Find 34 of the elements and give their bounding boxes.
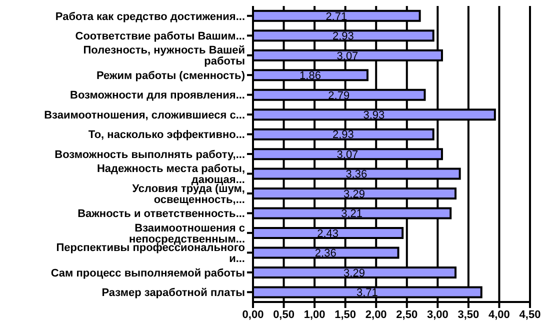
data-label: 2,71 bbox=[326, 10, 348, 23]
data-label: 2,93 bbox=[332, 129, 354, 142]
y-tick-label: Соответствие работы Вашим... bbox=[75, 30, 245, 43]
x-tick-label: 4,00 bbox=[488, 308, 510, 321]
data-label: 3,07 bbox=[336, 50, 358, 62]
x-tick-label: 0,00 bbox=[242, 308, 264, 321]
data-label: 3,29 bbox=[344, 267, 365, 280]
y-tick-label: Возможности для проявления... bbox=[70, 90, 245, 102]
data-label: 3,07 bbox=[336, 148, 358, 161]
x-tick-label: 4,50 bbox=[519, 308, 541, 321]
y-tick-label: Важность и ответственность... bbox=[78, 208, 245, 220]
y-tick-label: То, насколько эффективно... bbox=[88, 129, 245, 142]
data-label: 3,36 bbox=[346, 168, 368, 181]
data-label: 2,79 bbox=[328, 90, 350, 102]
y-tick-label: Возможность выполнять работу,... bbox=[54, 148, 245, 161]
y-tick-label: Режим работы (сменность) bbox=[96, 70, 246, 82]
x-tick-label: 0,50 bbox=[273, 308, 294, 321]
y-tick-label: Взаимоотношения, сложившиеся с... bbox=[44, 109, 245, 122]
x-tick-label: 2,50 bbox=[396, 308, 418, 321]
data-label: 3,71 bbox=[356, 287, 378, 300]
x-tick-label: 3,00 bbox=[426, 308, 448, 321]
x-tick-label: 1,00 bbox=[304, 308, 326, 321]
y-tick-label: Размер заработной платы bbox=[102, 287, 245, 300]
data-label: 2,43 bbox=[317, 228, 338, 240]
y-tick-label: Работа как средство достижения... bbox=[55, 10, 245, 23]
y-tick-label: Полезность, нужность Вашей работы bbox=[83, 44, 245, 68]
data-label: 3,29 bbox=[344, 188, 365, 200]
y-tick-label: Сам процесс выполняемой работы bbox=[50, 267, 245, 280]
x-tick-label: 2,00 bbox=[365, 308, 387, 321]
x-tick-label: 1,50 bbox=[334, 308, 356, 321]
data-label: 3,21 bbox=[341, 208, 363, 220]
x-tick-label: 3,50 bbox=[458, 308, 480, 321]
data-label: 3,93 bbox=[363, 110, 385, 122]
data-label: 2,36 bbox=[314, 248, 336, 260]
